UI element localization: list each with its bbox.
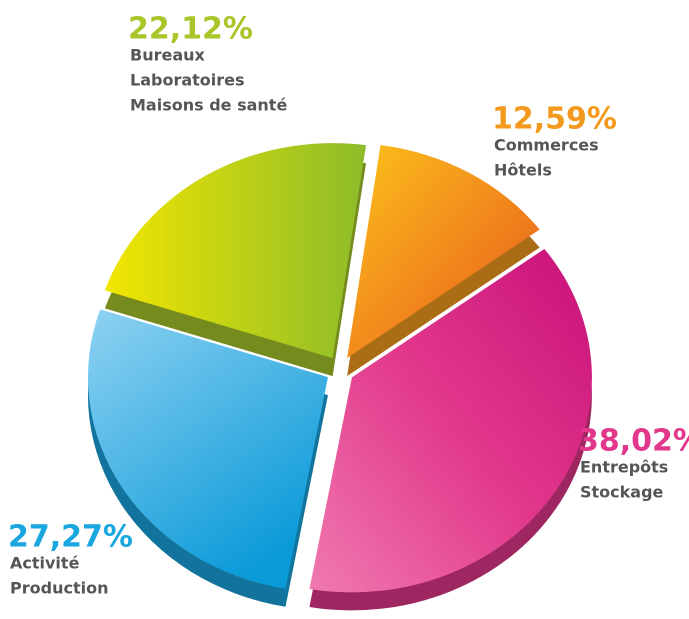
value-label: 12,59% [492,102,617,137]
category-label: Production [10,579,108,598]
value-label: 27,27% [8,520,133,555]
slice [347,145,540,358]
category-label: Commerces [494,136,599,155]
category-label: Stockage [580,483,664,502]
category-label: Bureaux [130,46,206,65]
slice [309,248,592,593]
category-label: Activité [10,554,80,573]
value-label: 22,12% [128,12,253,47]
category-label: Laboratoires [130,71,245,90]
slice [87,309,328,589]
category-label: Entrepôts [580,458,668,477]
category-label: Maisons de santé [130,96,287,115]
category-label: Hôtels [494,161,552,180]
value-label: 38,02% [578,424,689,459]
slice [104,143,367,359]
